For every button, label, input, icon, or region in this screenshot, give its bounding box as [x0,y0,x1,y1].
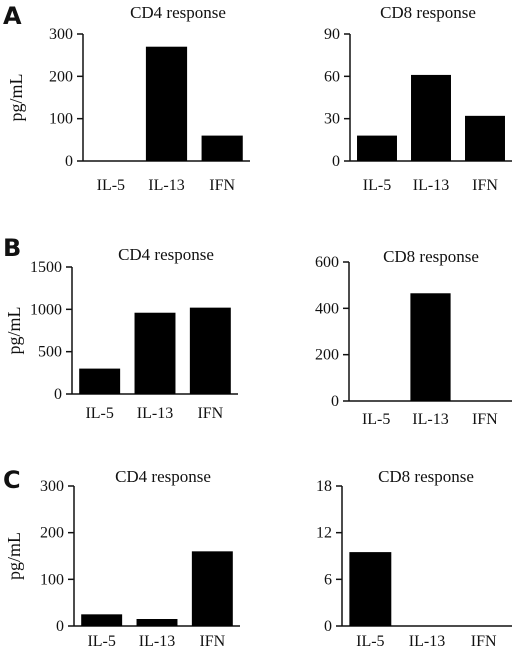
bar-il-5 [357,135,397,161]
category-label: IFN [472,177,498,194]
chart-title: CD4 response [130,3,226,22]
y-tick-label: 300 [40,478,64,495]
y-axis-label: pg/mL [6,74,26,122]
category-label: IL-5 [85,405,113,422]
chart-title: CD8 response [378,467,474,486]
bar-il-13 [410,293,451,401]
y-tick-label: 0 [331,393,339,410]
y-tick-label: 30 [324,111,340,128]
y-tick-label: 1500 [30,259,62,276]
bar-ifn [465,115,505,161]
category-label: IL-13 [412,411,448,428]
y-tick-label: 0 [54,386,62,403]
category-label: IL-5 [87,633,115,648]
category-label: IFN [472,411,498,428]
chart-a-cd8: CD8 response 0 30 60 90 IL-5 IL-13 IFN [324,3,512,194]
chart-a-cd4: CD4 response pg/mL 0 100 200 300 IL-5 IL-13 IFN [6,3,250,194]
category-label: IL-13 [137,405,173,422]
y-tick-label: 0 [56,618,64,635]
category-label: IL-5 [362,411,390,428]
panel-letter-b: B [3,234,21,262]
category-label: IFN [199,633,225,648]
chart-c-cd8: CD8 response 0 6 12 18 IL-5 IL-13 IFN [316,467,512,648]
panel-letter-c: C [3,466,21,494]
bar-il-13 [136,619,178,626]
y-tick-label: 300 [49,26,73,43]
y-axis-label: pg/mL [4,532,24,580]
y-tick-label: 100 [40,571,64,588]
category-label: IL-5 [356,633,384,648]
chart-title: CD8 response [383,247,479,266]
bar-il-5 [79,368,121,394]
chart-c-cd4: CD4 response pg/mL 0 100 200 300 IL-5 IL-13 IFN [4,467,240,648]
category-label: IFN [197,405,223,422]
y-tick-label: 1000 [30,301,62,318]
y-tick-label: 18 [316,478,332,495]
y-tick-label: 0 [332,153,340,170]
bar-ifn [201,135,243,161]
category-label: IFN [209,177,235,194]
y-tick-label: 90 [324,26,340,43]
y-tick-label: 60 [324,68,340,85]
chart-title: CD4 response [118,245,214,264]
bar-il-5 [81,614,123,626]
category-label: IL-13 [409,633,445,648]
y-tick-label: 200 [49,68,73,85]
bar-ifn [189,307,231,394]
category-label: IL-13 [148,177,184,194]
bar-il-13 [411,74,451,161]
y-axis-label: pg/mL [4,307,24,355]
chart-title: CD4 response [115,467,211,486]
y-tick-label: 0 [65,153,73,170]
bar-ifn [191,551,233,626]
bar-il-13 [145,46,188,162]
category-label: IFN [471,633,497,648]
y-tick-label: 600 [315,254,339,271]
category-label: IL-5 [363,177,391,194]
bar-il-13 [134,312,176,394]
y-tick-label: 12 [316,525,332,542]
y-tick-label: 6 [324,571,332,588]
y-tick-label: 0 [324,618,332,635]
category-label: IL-13 [413,177,449,194]
panel-letter-a: A [3,2,22,30]
y-tick-label: 200 [315,347,339,364]
category-label: IL-13 [139,633,175,648]
chart-b-cd8: CD8 response 0 200 400 600 IL-5 IL-13 IFN [315,247,512,428]
category-label: IL-5 [97,177,125,194]
y-tick-label: 100 [49,111,73,128]
y-tick-label: 200 [40,525,64,542]
chart-title: CD8 response [380,3,476,22]
chart-b-cd4: CD4 response pg/mL 0 500 1000 1500 IL-5 IL-13 IF… [4,245,238,422]
bar-il-5 [349,552,392,626]
y-tick-label: 500 [38,344,62,361]
y-tick-label: 400 [315,300,339,317]
